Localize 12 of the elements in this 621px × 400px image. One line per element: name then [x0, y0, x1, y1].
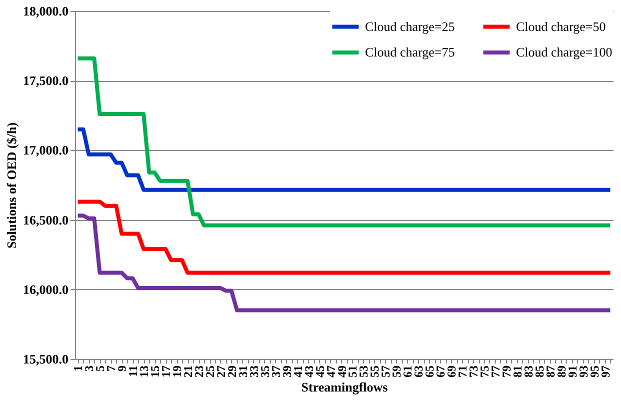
- legend-label: Cloud charge=25: [365, 18, 455, 34]
- y-tick-label: 15,500.0: [23, 352, 68, 366]
- legend-label: Cloud charge=50: [516, 18, 606, 34]
- y-tick-label: 18,000.0: [23, 4, 68, 18]
- y-tick-label: 17,000.0: [23, 142, 68, 158]
- y-axis-title: Solutions of OED ($/h): [4, 122, 19, 249]
- y-tick-label: 16,000.0: [23, 282, 68, 297]
- legend-label: Cloud charge=75: [365, 44, 455, 60]
- y-tick-label: 16,500.0: [23, 212, 68, 228]
- x-axis-title: Streamingflows: [301, 380, 388, 394]
- y-tick-label: 17,500.0: [23, 73, 68, 88]
- legend-label: Cloud charge=100: [516, 44, 612, 60]
